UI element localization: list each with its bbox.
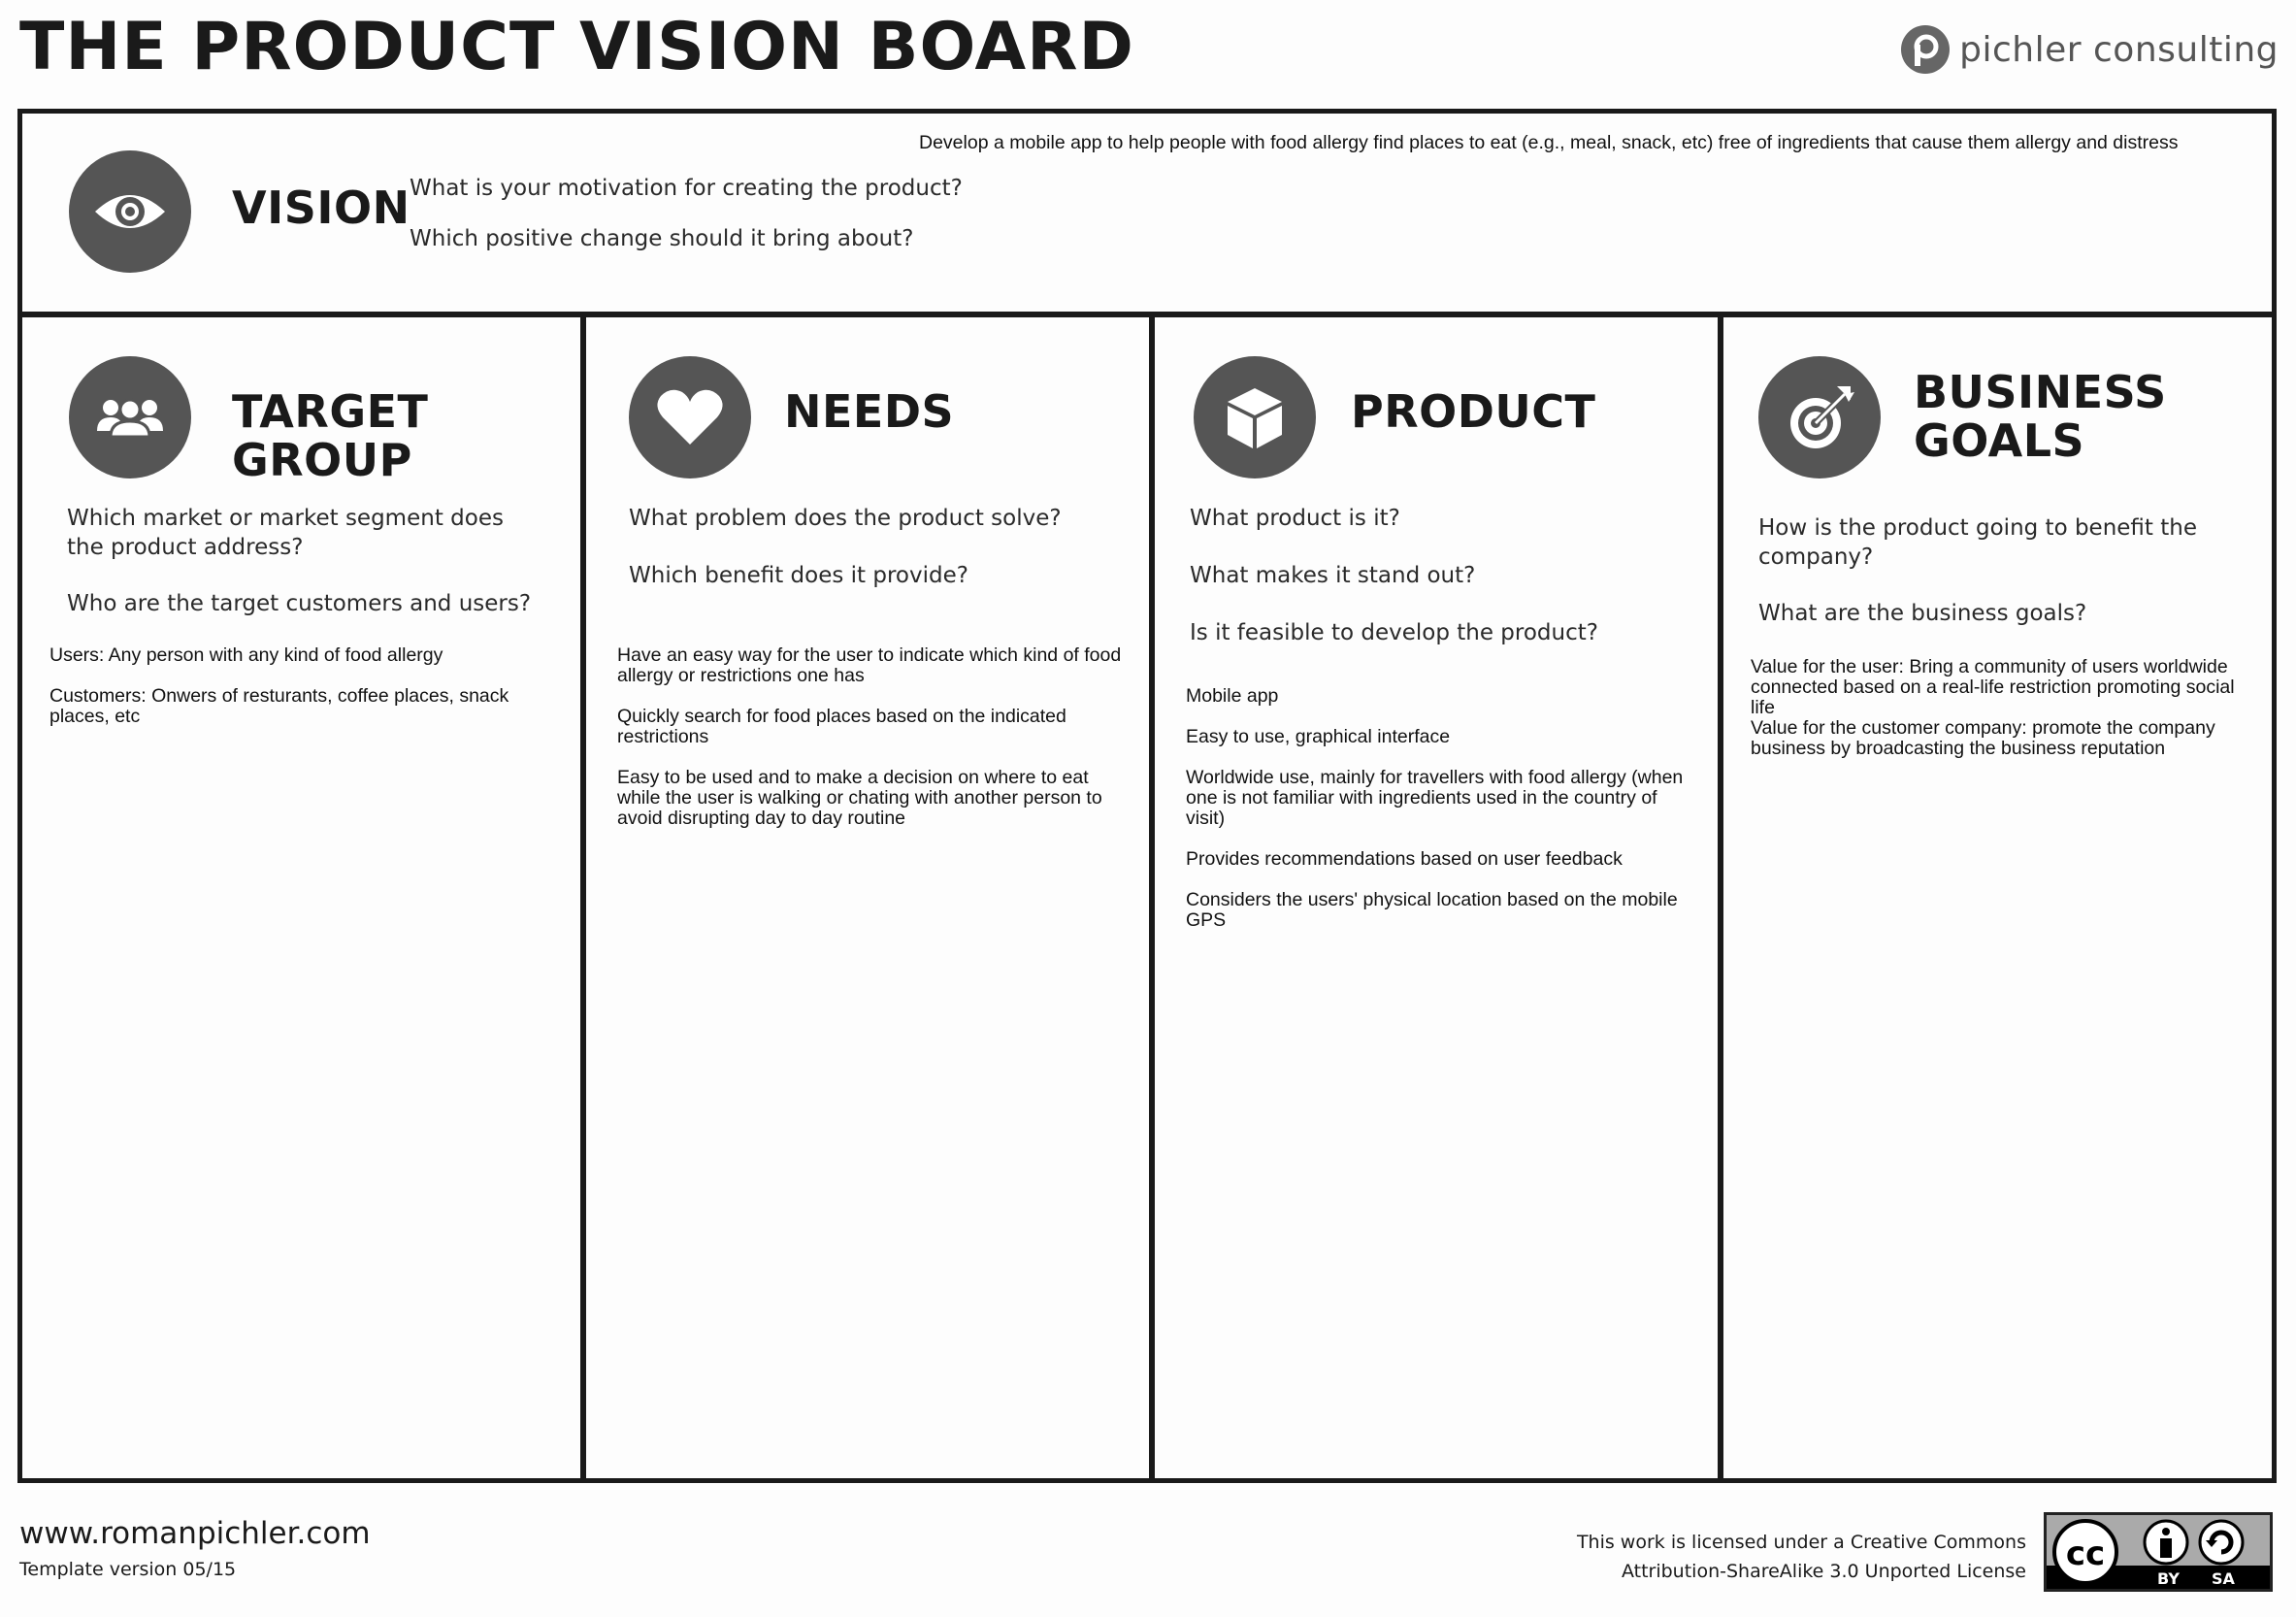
business-goals-entry: Value for the customer company: promote …: [1751, 717, 2215, 759]
heart-icon: [657, 389, 723, 445]
target-group-entry: Customers: Onwers of resturants, coffee …: [49, 685, 509, 727]
needs-icon-circle: [629, 356, 751, 478]
by-label: BY: [2157, 1569, 2180, 1588]
vision-prompt: What is your motivation for creating the…: [410, 176, 963, 201]
business-goals-heading: BUSINESS: [1914, 366, 2167, 418]
vision-section: VISION What is your motivation for creat…: [22, 114, 2272, 317]
product-section: PRODUCT What product is it? What makes i…: [1149, 317, 1718, 1478]
business-goals-prompt: What are the business goals?: [1758, 601, 2087, 626]
target-group-heading: TARGET GROUP: [232, 385, 429, 486]
product-entry: Mobile app: [1186, 685, 1279, 707]
cc-label: cc: [2066, 1534, 2105, 1573]
eye-icon: [95, 195, 165, 228]
needs-prompt: What problem does the product solve?: [629, 506, 1062, 531]
business-goals-heading: GOALS: [1914, 414, 2085, 467]
vision-icon-circle: [69, 150, 191, 273]
creative-commons-badge[interactable]: cc BY SA: [2044, 1512, 2273, 1592]
template-version: Template version 05/15: [19, 1559, 237, 1580]
needs-section: NEEDS What problem does the product solv…: [580, 317, 1149, 1478]
pichler-logo-icon: [1901, 25, 1951, 74]
license-line: Attribution-ShareAlike 3.0 Unported Lice…: [1621, 1561, 2026, 1582]
business-goals-prompt: How is the product going to benefit the …: [1758, 515, 2197, 570]
cube-icon: [1228, 388, 1282, 448]
vision-statement: Develop a mobile app to help people with…: [919, 132, 2179, 153]
sa-label: SA: [2212, 1569, 2236, 1588]
needs-entry: Easy to be used and to make a decision o…: [617, 767, 1102, 829]
vision-board: VISION What is your motivation for creat…: [17, 109, 2277, 1483]
product-entry: Worldwide use, mainly for travellers wit…: [1186, 767, 1684, 829]
product-icon-circle: [1194, 356, 1316, 478]
product-entry: Considers the users' physical location b…: [1186, 889, 1678, 931]
product-prompt: Is it feasible to develop the product?: [1190, 620, 1598, 645]
target-group-section: TARGET GROUP Which market or market segm…: [22, 317, 580, 1478]
business-goals-icon-circle: [1758, 356, 1881, 478]
business-goals-section: BUSINESS GOALS How is the product going …: [1718, 317, 2272, 1478]
needs-heading: NEEDS: [784, 385, 955, 438]
target-group-prompt: Who are the target customers and users?: [67, 591, 532, 616]
vision-prompt: Which positive change should it bring ab…: [410, 226, 914, 251]
needs-prompt: Which benefit does it provide?: [629, 563, 968, 588]
brand: pichler consulting: [1899, 23, 2279, 76]
license-text: This work is licensed under a Creative C…: [1577, 1528, 2026, 1586]
target-group-entry: Users: Any person with any kind of food …: [49, 644, 443, 666]
product-entry: Provides recommendations based on user f…: [1186, 848, 1623, 870]
business-goals-entry: Value for the user: Bring a community of…: [1751, 656, 2235, 718]
license-line: This work is licensed under a Creative C…: [1576, 1532, 2026, 1553]
target-group-icon-circle: [69, 356, 191, 478]
product-heading: PRODUCT: [1351, 385, 1596, 438]
website-link[interactable]: www.romanpichler.com: [19, 1516, 371, 1551]
cc-by-sa-icon: cc BY SA: [2047, 1515, 2270, 1589]
page-title: THE PRODUCT VISION BOARD: [19, 9, 1134, 85]
product-prompt: What makes it stand out?: [1190, 563, 1476, 588]
product-entry: Easy to use, graphical interface: [1186, 726, 1451, 747]
target-group-prompt: Which market or market segment does the …: [67, 506, 504, 560]
needs-entry: Have an easy way for the user to indicat…: [617, 644, 1122, 686]
vision-heading: VISION: [232, 182, 410, 234]
brand-name: pichler consulting: [1959, 29, 2279, 70]
product-prompt: What product is it?: [1190, 506, 1400, 531]
needs-entry: Quickly search for food places based on …: [617, 706, 1066, 747]
target-icon: [1790, 386, 1854, 448]
people-icon: [97, 398, 163, 439]
